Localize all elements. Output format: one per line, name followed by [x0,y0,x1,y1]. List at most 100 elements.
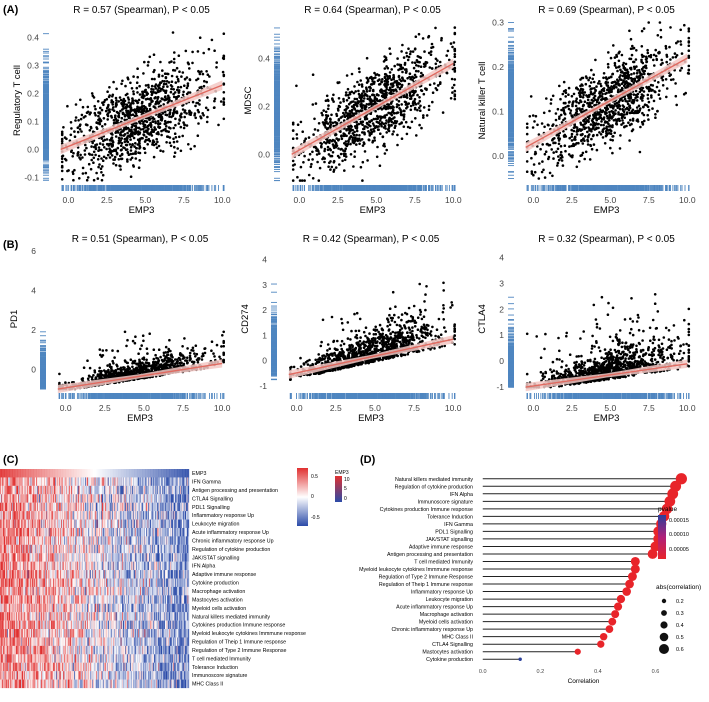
data-point [89,125,93,129]
data-point [449,42,453,45]
data-point [385,119,388,122]
data-point [213,49,216,52]
data-point [106,114,110,118]
data-point [587,78,590,82]
data-point [585,76,588,80]
data-point [317,149,320,153]
data-point [388,76,392,80]
data-point [380,80,384,84]
data-point [377,74,381,77]
data-point [379,132,382,135]
data-point [453,31,457,35]
data-point [613,61,617,65]
data-point [548,171,552,175]
data-point [143,147,146,150]
data-point [121,104,125,108]
data-point [178,118,181,121]
data-point [531,114,535,117]
data-point [634,93,638,97]
data-point [549,102,553,105]
x-axis-label: EMP3 [129,205,155,216]
data-point [687,27,691,31]
data-point [177,122,181,125]
data-point [325,94,329,98]
data-point [136,105,139,109]
data-point [452,83,456,87]
data-point [151,139,155,142]
data-point [363,106,366,109]
data-point [115,99,118,102]
data-point [416,93,419,97]
data-point [168,141,172,145]
data-point [347,102,351,106]
data-point [646,113,649,117]
data-point [175,66,179,70]
data-point [640,45,644,48]
data-point [627,77,630,80]
data-point [560,154,563,157]
data-point [637,68,641,72]
data-point [580,76,584,80]
data-point [664,44,668,48]
data-point [590,147,594,151]
data-point [295,137,299,140]
data-point [173,69,177,72]
data-point [400,103,404,106]
data-point [534,150,537,154]
data-point [340,134,343,137]
data-point [624,62,628,66]
data-point [414,103,418,106]
data-point [428,83,432,87]
data-point [431,45,435,49]
data-point [589,143,592,147]
data-point [568,145,571,148]
data-point [654,48,657,52]
data-point [169,144,173,148]
y-tick-label: 0.1 [492,107,504,117]
data-point [344,140,348,143]
data-point [150,128,154,131]
data-point [579,133,583,137]
data-point [307,158,311,162]
data-point [382,122,386,126]
data-point [590,119,594,122]
data-point [534,114,538,118]
data-point [102,155,106,159]
data-point [405,107,408,110]
data-point [575,108,578,111]
data-point [424,60,428,64]
data-point [591,134,595,138]
data-point [374,117,378,121]
data-point [532,173,535,177]
data-point [208,75,211,78]
data-point [537,177,541,180]
data-point [170,60,173,63]
data-point [205,70,208,73]
data-point [73,135,77,138]
data-point [172,140,176,144]
data-point [554,118,558,122]
data-point [291,159,295,163]
data-point [376,99,380,103]
data-point [347,131,351,135]
data-point [627,108,631,112]
data-point [150,84,154,88]
data-point [540,170,544,174]
y-axis-label: MDSC [243,86,254,114]
data-point [114,135,118,138]
data-point [311,177,315,180]
data-point [632,81,635,84]
data-point [372,129,376,133]
data-point [579,109,582,112]
data-point [142,133,145,136]
data-point [665,95,668,99]
data-point [366,94,369,98]
data-point [334,142,338,146]
data-point [594,114,597,117]
data-point [344,155,348,158]
data-point [166,85,169,88]
data-point [335,137,339,140]
data-point [399,111,403,114]
data-point [339,101,342,104]
data-point [533,120,536,123]
